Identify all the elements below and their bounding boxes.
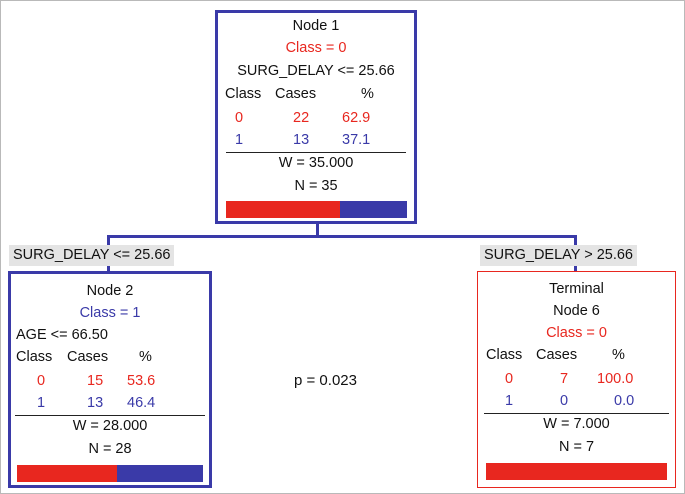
root-row0-class: 0: [235, 110, 244, 126]
node6-row1-class: 1: [505, 393, 514, 409]
node2-weight: W = 28.000: [72, 418, 148, 434]
root-row1-cases: 13: [293, 132, 310, 148]
root-row1-class: 1: [235, 132, 244, 148]
node6-bar-class0: [486, 463, 667, 480]
root-weight: W = 35.000: [278, 155, 354, 171]
root-bar-class1: [340, 201, 407, 218]
node2-title: Node 2: [86, 283, 134, 299]
node6-row0-class: 0: [505, 371, 514, 387]
node2-row1-class: 1: [37, 395, 46, 411]
node6-title: Node 6: [553, 303, 600, 319]
node6-header-class: Class: [486, 347, 523, 363]
root-header-pct: %: [361, 86, 374, 102]
right-branch-label: SURG_DELAY > 25.66: [480, 245, 637, 266]
root-node: Node 1 Class = 0 SURG_DELAY <= 25.66 Cla…: [215, 10, 417, 224]
node6-row1-cases: 0: [560, 393, 569, 409]
node6-row0-cases: 7: [560, 371, 569, 387]
node2-header-pct: %: [139, 349, 152, 365]
node2-class: Class = 1: [79, 305, 141, 321]
root-count: N = 35: [294, 178, 338, 194]
node6-class: Class = 0: [546, 325, 607, 341]
node6-header-cases: Cases: [536, 347, 578, 363]
node6-separator: [484, 413, 669, 414]
root-node-title: Node 1: [292, 18, 340, 34]
node2-split: AGE <= 66.50: [16, 327, 108, 343]
node6-header-pct: %: [612, 347, 625, 363]
root-bar-class0: [226, 201, 340, 218]
left-branch-label: SURG_DELAY <= 25.66: [9, 245, 175, 266]
root-row0-pct: 62.9: [342, 110, 371, 126]
node2-row0-cases: 15: [87, 373, 104, 389]
node6-count: N = 7: [558, 439, 595, 455]
connector-root-down: [316, 224, 319, 236]
root-row1-pct: 37.1: [342, 132, 371, 148]
node2-row0-class: 0: [37, 373, 46, 389]
node-2: Node 2 Class = 1 AGE <= 66.50 Class Case…: [8, 271, 212, 488]
p-value: p = 0.023: [294, 372, 357, 389]
node2-row1-cases: 13: [87, 395, 104, 411]
node2-count: N = 28: [88, 441, 132, 457]
root-header-class: Class: [225, 86, 262, 102]
root-separator: [226, 152, 406, 153]
root-header-cases: Cases: [275, 86, 317, 102]
connector-horizontal: [108, 235, 576, 238]
terminal-node-6: Terminal Node 6 Class = 0 Class Cases % …: [477, 271, 676, 488]
node2-separator: [15, 415, 205, 416]
root-node-class: Class = 0: [285, 40, 347, 56]
root-row0-cases: 22: [293, 110, 310, 126]
node2-header-class: Class: [16, 349, 53, 365]
node6-weight: W = 7.000: [543, 416, 610, 432]
node2-bar-class0: [17, 465, 117, 482]
node2-row1-pct: 46.4: [127, 395, 156, 411]
node6-row0-pct: 100.0: [597, 371, 634, 387]
node2-header-cases: Cases: [67, 349, 109, 365]
node6-row1-pct: 0.0: [614, 393, 635, 409]
root-node-split: SURG_DELAY <= 25.66: [237, 63, 395, 79]
node2-bar-class1: [117, 465, 203, 482]
node6-terminal: Terminal: [549, 281, 604, 297]
node2-row0-pct: 53.6: [127, 373, 156, 389]
